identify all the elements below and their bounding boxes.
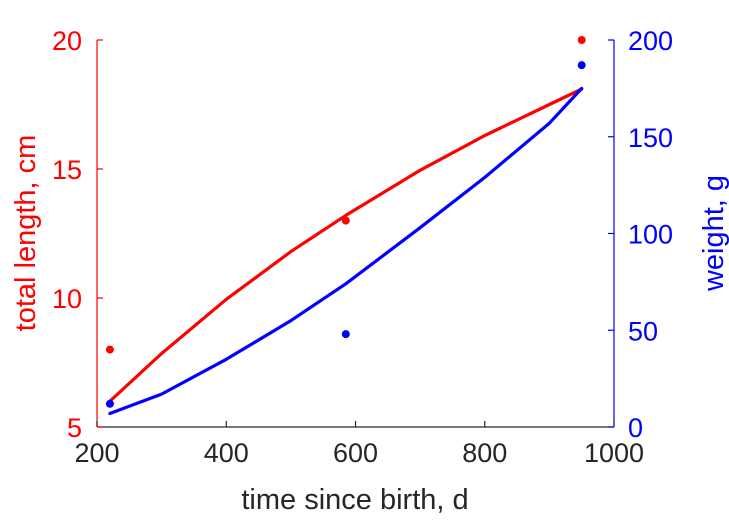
left-y-tick-label: 20 bbox=[52, 26, 82, 56]
fit-line-left bbox=[108, 87, 584, 403]
data-point-left bbox=[577, 36, 586, 44]
plot-area bbox=[96, 40, 615, 428]
data-point-left bbox=[341, 216, 350, 225]
series-layer bbox=[105, 36, 586, 416]
data-point-right bbox=[577, 61, 586, 70]
right-y-tick-label: 50 bbox=[628, 316, 658, 346]
x-tick-label: 600 bbox=[333, 438, 378, 468]
left-y-tick-label: 10 bbox=[52, 284, 82, 314]
data-point-right bbox=[105, 399, 114, 408]
left-y-axis-label: total length, cm bbox=[10, 135, 42, 332]
x-tick-label: 1000 bbox=[584, 438, 644, 468]
left-y-tick-label: 15 bbox=[52, 155, 82, 185]
x-tick-label: 400 bbox=[204, 438, 249, 468]
x-tick-label: 800 bbox=[462, 438, 507, 468]
right-y-tick-label: 100 bbox=[628, 220, 673, 250]
right-y-tick-label: 150 bbox=[628, 123, 673, 153]
x-ticks: 200 400 600 800 1000 bbox=[74, 421, 644, 468]
data-point-right bbox=[341, 330, 350, 339]
right-y-tick-label: 0 bbox=[628, 413, 643, 443]
x-axis-label: time since birth, d bbox=[241, 484, 468, 516]
fit-line-right bbox=[108, 86, 584, 416]
x-tick-label: 200 bbox=[74, 438, 119, 468]
right-y-axis-label: weight, g bbox=[698, 175, 729, 292]
left-y-tick-label: 5 bbox=[67, 413, 82, 443]
right-y-ticks: 0 50 100 150 200 bbox=[608, 26, 673, 443]
data-point-left bbox=[105, 345, 114, 354]
right-y-tick-label: 200 bbox=[628, 26, 673, 56]
left-y-ticks: 5 10 15 20 bbox=[52, 26, 103, 443]
